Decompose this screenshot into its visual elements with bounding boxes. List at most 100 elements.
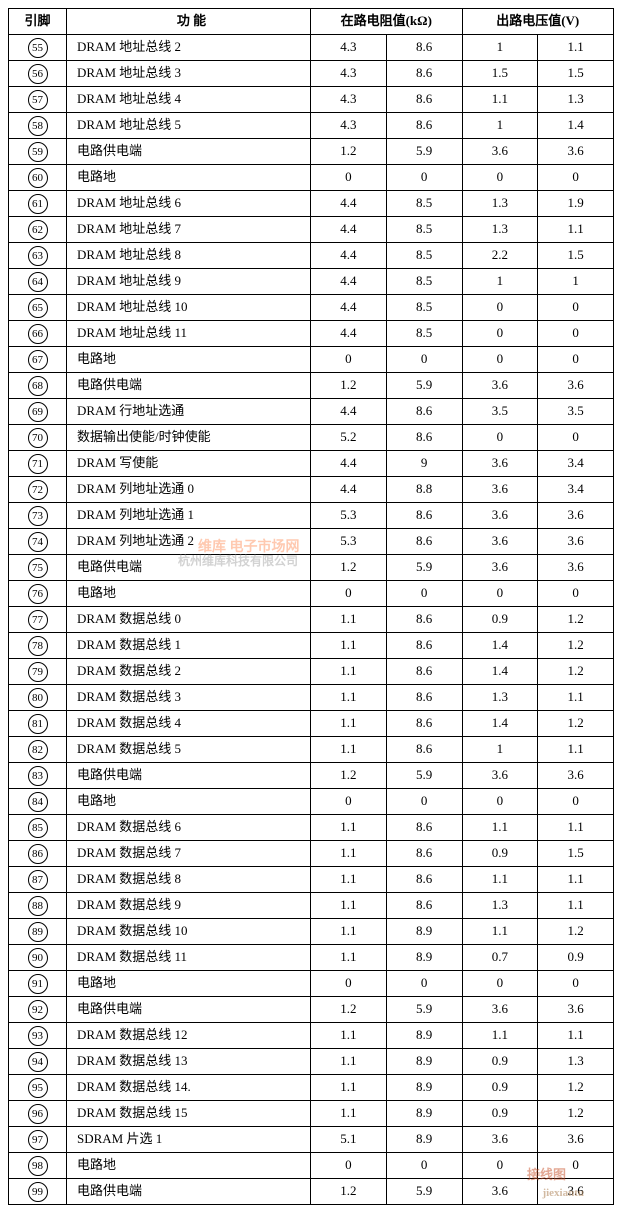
r2-cell: 5.9 <box>386 554 462 580</box>
pin-number: 90 <box>28 948 48 968</box>
table-row: 68电路供电端1.25.93.63.6 <box>9 372 614 398</box>
table-row: 65DRAM 地址总线 104.48.500 <box>9 294 614 320</box>
table-row: 84电路地0000 <box>9 788 614 814</box>
table-row: 64DRAM 地址总线 94.48.511 <box>9 268 614 294</box>
v2-cell: 1 <box>538 268 614 294</box>
table-row: 58DRAM 地址总线 54.38.611.4 <box>9 112 614 138</box>
v1-cell: 1.4 <box>462 632 538 658</box>
func-cell: 电路供电端 <box>67 554 311 580</box>
pin-number: 68 <box>28 376 48 396</box>
pin-cell: 67 <box>9 346 67 372</box>
v1-cell: 0 <box>462 970 538 996</box>
r1-cell: 5.3 <box>311 502 387 528</box>
r2-cell: 8.5 <box>386 242 462 268</box>
table-row: 78DRAM 数据总线 11.18.61.41.2 <box>9 632 614 658</box>
r2-cell: 8.5 <box>386 294 462 320</box>
pin-number: 62 <box>28 220 48 240</box>
pin-number: 95 <box>28 1078 48 1098</box>
pin-cell: 59 <box>9 138 67 164</box>
func-cell: DRAM 地址总线 9 <box>67 268 311 294</box>
func-cell: DRAM 数据总线 0 <box>67 606 311 632</box>
table-row: 57DRAM 地址总线 44.38.61.11.3 <box>9 86 614 112</box>
header-pin: 引脚 <box>9 9 67 35</box>
v2-cell: 3.6 <box>538 762 614 788</box>
func-cell: DRAM 行地址选通 <box>67 398 311 424</box>
pin-cell: 63 <box>9 242 67 268</box>
pin-number: 55 <box>28 38 48 58</box>
r1-cell: 0 <box>311 346 387 372</box>
v2-cell: 3.6 <box>538 372 614 398</box>
r2-cell: 8.6 <box>386 398 462 424</box>
v1-cell: 0 <box>462 320 538 346</box>
v2-cell: 1.2 <box>538 658 614 684</box>
table-row: 60电路地0000 <box>9 164 614 190</box>
v2-cell: 3.6 <box>538 996 614 1022</box>
v1-cell: 0.9 <box>462 840 538 866</box>
r1-cell: 4.4 <box>311 242 387 268</box>
pin-cell: 78 <box>9 632 67 658</box>
r2-cell: 8.6 <box>386 658 462 684</box>
pin-number: 96 <box>28 1104 48 1124</box>
r2-cell: 5.9 <box>386 1178 462 1204</box>
v1-cell: 0.9 <box>462 606 538 632</box>
pin-number: 89 <box>28 922 48 942</box>
pin-cell: 90 <box>9 944 67 970</box>
v1-cell: 0 <box>462 788 538 814</box>
pin-number: 78 <box>28 636 48 656</box>
r2-cell: 8.6 <box>386 34 462 60</box>
func-cell: 电路地 <box>67 788 311 814</box>
table-row: 62DRAM 地址总线 74.48.51.31.1 <box>9 216 614 242</box>
func-cell: DRAM 数据总线 3 <box>67 684 311 710</box>
pin-number: 99 <box>28 1182 48 1202</box>
r2-cell: 5.9 <box>386 138 462 164</box>
v2-cell: 1.2 <box>538 632 614 658</box>
r1-cell: 4.4 <box>311 398 387 424</box>
pin-number: 79 <box>28 662 48 682</box>
func-cell: DRAM 数据总线 9 <box>67 892 311 918</box>
table-row: 70数据输出使能/时钟使能5.28.600 <box>9 424 614 450</box>
r2-cell: 8.9 <box>386 918 462 944</box>
pin-number: 57 <box>28 90 48 110</box>
pin-number: 83 <box>28 766 48 786</box>
v2-cell: 1.3 <box>538 1048 614 1074</box>
table-row: 86DRAM 数据总线 71.18.60.91.5 <box>9 840 614 866</box>
v1-cell: 3.6 <box>462 138 538 164</box>
v1-cell: 1 <box>462 112 538 138</box>
r1-cell: 1.1 <box>311 944 387 970</box>
v2-cell: 3.4 <box>538 450 614 476</box>
r2-cell: 5.9 <box>386 762 462 788</box>
r1-cell: 1.1 <box>311 606 387 632</box>
v1-cell: 1.4 <box>462 658 538 684</box>
v2-cell: 3.6 <box>538 138 614 164</box>
pin-number: 74 <box>28 532 48 552</box>
r1-cell: 1.1 <box>311 710 387 736</box>
pin-number: 61 <box>28 194 48 214</box>
pin-cell: 76 <box>9 580 67 606</box>
pin-cell: 92 <box>9 996 67 1022</box>
r1-cell: 4.3 <box>311 86 387 112</box>
pin-number: 75 <box>28 558 48 578</box>
v1-cell: 1.1 <box>462 814 538 840</box>
pin-cell: 87 <box>9 866 67 892</box>
r1-cell: 4.4 <box>311 268 387 294</box>
r2-cell: 8.6 <box>386 606 462 632</box>
table-row: 87DRAM 数据总线 81.18.61.11.1 <box>9 866 614 892</box>
func-cell: DRAM 地址总线 5 <box>67 112 311 138</box>
func-cell: DRAM 数据总线 10 <box>67 918 311 944</box>
r1-cell: 0 <box>311 970 387 996</box>
r1-cell: 4.4 <box>311 216 387 242</box>
r1-cell: 1.2 <box>311 1178 387 1204</box>
v1-cell: 1.1 <box>462 866 538 892</box>
func-cell: 数据输出使能/时钟使能 <box>67 424 311 450</box>
r1-cell: 1.2 <box>311 554 387 580</box>
r1-cell: 4.4 <box>311 450 387 476</box>
pin-number: 65 <box>28 298 48 318</box>
func-cell: DRAM 地址总线 4 <box>67 86 311 112</box>
v2-cell: 3.6 <box>538 528 614 554</box>
r1-cell: 4.3 <box>311 112 387 138</box>
v2-cell: 1.2 <box>538 710 614 736</box>
func-cell: 电路地 <box>67 580 311 606</box>
pin-number: 81 <box>28 714 48 734</box>
r2-cell: 8.9 <box>386 1022 462 1048</box>
pin-cell: 58 <box>9 112 67 138</box>
